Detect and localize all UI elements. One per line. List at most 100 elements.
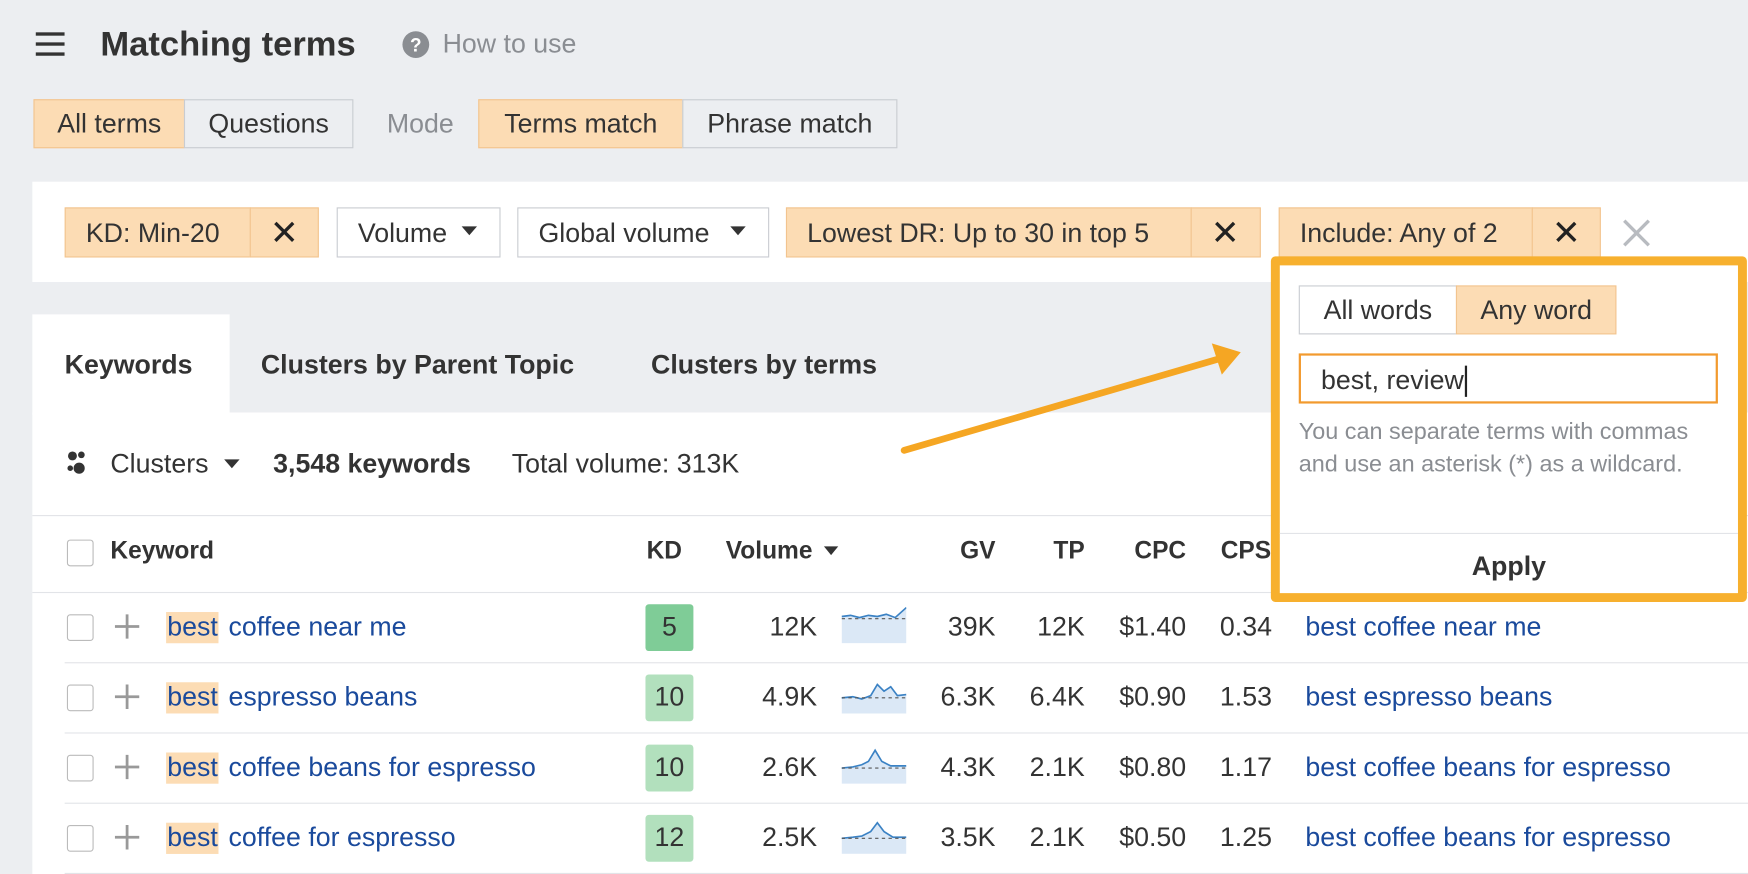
parent-topic[interactable]: best coffee near me — [1305, 612, 1542, 643]
cpc: $0.90 — [1119, 682, 1187, 713]
parent-topic[interactable]: best coffee beans for espresso — [1305, 822, 1671, 853]
row-divider — [64, 872, 1748, 874]
clusters-dropdown[interactable]: Clusters — [110, 449, 209, 480]
tab-active-bg — [32, 314, 230, 415]
mode-tab[interactable]: Phrase match — [682, 99, 898, 149]
trend-sparkline — [841, 746, 907, 784]
keyword-link[interactable]: coffee near me — [228, 612, 407, 643]
kd-badge: 12 — [645, 814, 694, 862]
svg-text:?: ? — [410, 35, 422, 56]
clusters-icon — [67, 451, 85, 474]
help-link[interactable]: How to use — [442, 28, 577, 60]
caret — [224, 459, 240, 469]
divider — [32, 591, 1748, 594]
filter-label: Volume — [357, 218, 448, 249]
keyword-count: 3,548 keywords — [273, 449, 471, 480]
tp: 2.1K — [1029, 752, 1085, 783]
annotation-arrow — [900, 343, 1241, 454]
result-tab[interactable]: Clusters by Parent Topic — [260, 350, 575, 381]
match-toggle[interactable]: Any word — [1455, 285, 1617, 335]
kd-badge: 5 — [645, 604, 694, 652]
clear-filters[interactable] — [1621, 217, 1652, 248]
match-toggle[interactable]: All words — [1298, 285, 1458, 335]
filter-chip[interactable]: Volume — [336, 207, 501, 258]
volume: 4.9K — [762, 682, 818, 713]
kd-badge: 10 — [645, 674, 694, 722]
column-header[interactable]: TP — [1053, 536, 1085, 565]
cpc: $0.50 — [1119, 822, 1187, 853]
remove-filter[interactable] — [249, 207, 319, 258]
row-divider — [64, 662, 1748, 664]
keyword-highlight: best — [166, 752, 219, 784]
row-checkbox[interactable] — [66, 754, 94, 782]
parent-topic[interactable]: best espresso beans — [1305, 682, 1553, 713]
keyword-link[interactable]: coffee for espresso — [228, 822, 456, 853]
input-value: best, review — [1321, 365, 1468, 397]
tp: 6.4K — [1029, 682, 1085, 713]
filter-chip[interactable]: Lowest DR: Up to 30 in top 5 — [785, 207, 1192, 258]
scope-tab[interactable]: Questions — [183, 99, 354, 149]
menu-icon[interactable] — [35, 31, 65, 58]
page-title: Matching terms — [100, 24, 356, 64]
add-button[interactable] — [114, 614, 140, 639]
column-header[interactable]: CPC — [1134, 536, 1187, 565]
column-header[interactable]: GV — [960, 536, 996, 565]
remove-filter[interactable] — [1190, 207, 1261, 258]
column-header[interactable]: KD — [646, 536, 683, 565]
parent-topic[interactable]: best coffee beans for espresso — [1305, 752, 1671, 783]
kd-badge: 10 — [645, 744, 694, 792]
filter-chip[interactable]: Include: Any of 2 — [1278, 207, 1533, 258]
terms-input[interactable]: best, review — [1298, 353, 1718, 404]
keyword-highlight: best — [166, 612, 219, 644]
cps: 1.17 — [1219, 752, 1272, 783]
keyword-link[interactable]: espresso beans — [228, 682, 418, 713]
column-header[interactable]: CPS — [1220, 536, 1272, 565]
column-header[interactable]: Volume — [725, 536, 813, 565]
keyword-link[interactable]: coffee beans for espresso — [228, 752, 536, 783]
tp: 2.1K — [1029, 822, 1085, 853]
caret — [461, 226, 478, 236]
trend-sparkline — [841, 676, 907, 714]
select-all[interactable] — [66, 539, 94, 567]
add-button[interactable] — [114, 824, 140, 850]
help-icon[interactable]: ? — [401, 30, 430, 59]
cpc: $1.40 — [1119, 612, 1187, 643]
scope-tab[interactable]: All terms — [33, 99, 186, 149]
row-checkbox[interactable] — [66, 684, 94, 712]
filter-chip[interactable]: KD: Min-20 — [64, 207, 251, 258]
row-checkbox[interactable] — [66, 614, 94, 642]
divider — [32, 515, 1748, 517]
add-button[interactable] — [114, 684, 140, 710]
trend-sparkline — [841, 816, 907, 854]
row-divider — [64, 802, 1748, 804]
cps: 0.34 — [1219, 612, 1272, 643]
remove-filter[interactable] — [1531, 207, 1601, 258]
cps: 1.25 — [1219, 822, 1272, 853]
apply-button[interactable]: Apply — [1471, 551, 1547, 582]
gv: 6.3K — [940, 682, 996, 713]
sort-icon — [823, 546, 839, 556]
tp: 12K — [1037, 612, 1085, 643]
volume: 12K — [769, 612, 818, 643]
gv: 4.3K — [940, 752, 996, 783]
cpc: $0.80 — [1119, 752, 1187, 783]
total-volume: Total volume: 313K — [511, 449, 740, 480]
keyword-highlight: best — [166, 682, 219, 714]
add-button[interactable] — [114, 754, 140, 780]
row-checkbox[interactable] — [66, 824, 94, 852]
column-header[interactable]: Keyword — [110, 536, 214, 565]
volume: 2.6K — [762, 752, 818, 783]
filter-chip[interactable]: Global volume — [517, 207, 770, 258]
cps: 1.53 — [1219, 682, 1272, 713]
caret — [730, 226, 746, 236]
result-tab[interactable]: Clusters by terms — [651, 350, 878, 381]
gv: 3.5K — [940, 822, 996, 853]
divider — [1279, 532, 1738, 534]
volume: 2.5K — [762, 822, 818, 853]
filter-label: Global volume — [538, 218, 710, 249]
mode-tab[interactable]: Terms match — [478, 99, 684, 149]
result-tab[interactable]: Keywords — [64, 350, 193, 381]
row-divider — [64, 732, 1748, 734]
